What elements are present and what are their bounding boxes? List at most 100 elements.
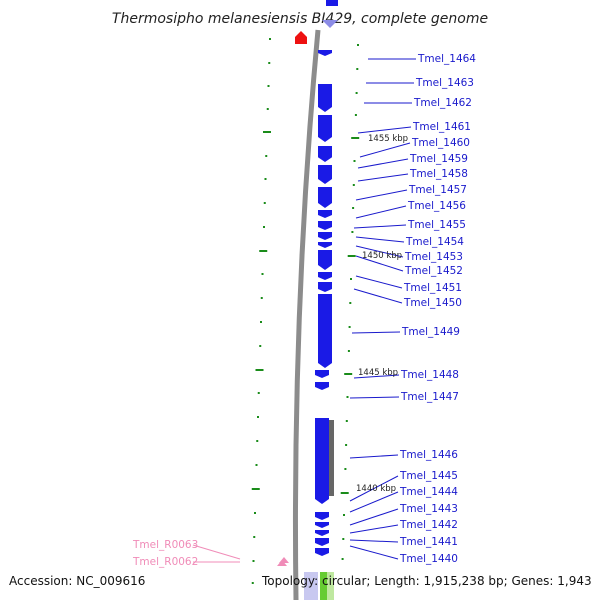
- leader-line: [353, 224, 407, 229]
- gene-arrow: [315, 530, 329, 536]
- leader-line: [357, 173, 409, 182]
- gene-arrow: [318, 187, 332, 208]
- gene-label[interactable]: Tmel_1458: [409, 168, 468, 180]
- scale-tick: [266, 108, 269, 110]
- genome-backbone: [292, 29, 321, 600]
- scale-tick: [254, 512, 256, 514]
- scale-tick: [348, 326, 351, 328]
- scale-tick: [347, 350, 350, 352]
- scale-tick: [264, 178, 267, 180]
- gene-labels: 1455 kbp 1450 kbp 1445 kbp 1440 kbp Tmel_146…: [132, 53, 476, 568]
- leader-line: [355, 245, 404, 258]
- gene-label[interactable]: Tmel_1457: [408, 184, 467, 196]
- scale-tick: [265, 155, 268, 157]
- kbp-tick-label: 1440 kbp: [356, 484, 396, 494]
- scale-tick: [342, 538, 345, 540]
- scale-tick: [260, 321, 262, 323]
- scale-tick: [251, 488, 260, 490]
- scale-tick: [341, 558, 344, 560]
- scale-tick: [350, 278, 352, 280]
- gene-label[interactable]: Tmel_1443: [399, 503, 458, 515]
- gene-label[interactable]: Tmel_1464: [417, 53, 476, 65]
- gene-label[interactable]: Tmel_1449: [401, 326, 460, 338]
- leader-line: [357, 158, 409, 169]
- rna-label[interactable]: Tmel_R0062: [132, 556, 198, 568]
- gene-label[interactable]: Tmel_1451: [403, 282, 462, 294]
- gene-arrow: [318, 272, 332, 280]
- gene-label[interactable]: Tmel_1453: [404, 251, 463, 263]
- scale-tick: [349, 302, 352, 304]
- leader-line: [355, 275, 403, 289]
- scale-tick: [351, 137, 360, 139]
- gene-arrow: [315, 548, 329, 556]
- scale-tick: [251, 582, 254, 584]
- gene-label[interactable]: Tmel_1450: [403, 297, 462, 309]
- scale-tick: [257, 416, 259, 418]
- gene-arrow: [315, 522, 329, 528]
- kbp-tick-label: 1450 kbp: [362, 251, 402, 261]
- gene-label[interactable]: Tmel_1452: [404, 265, 463, 277]
- gene-label[interactable]: Tmel_1459: [409, 153, 468, 165]
- gene-label[interactable]: Tmel_1460: [411, 137, 470, 149]
- topology-text: Topology: circular; Length: 1,915,238 bp…: [262, 574, 592, 588]
- leader-line: [353, 374, 400, 379]
- leader-line: [349, 396, 400, 399]
- gene-label[interactable]: Tmel_1462: [413, 97, 472, 109]
- gene-label[interactable]: Tmel_1448: [400, 369, 459, 381]
- scale-tick: [345, 420, 348, 422]
- bottom-block-green: [320, 572, 327, 600]
- gene-label[interactable]: Tmel_1440: [399, 553, 458, 565]
- gene-arrow: [318, 221, 332, 230]
- gene-arrow: [318, 210, 332, 218]
- leader-line: [349, 508, 399, 526]
- leader-line: [355, 189, 408, 201]
- gene-label[interactable]: Tmel_1444: [399, 486, 458, 498]
- leader-line: [355, 236, 405, 243]
- gene-label[interactable]: Tmel_1455: [407, 219, 466, 231]
- scale-tick: [351, 231, 354, 233]
- gene-track: [315, 50, 332, 556]
- scale-tick: [257, 392, 260, 394]
- gene-arrow: [315, 382, 329, 390]
- gene-label[interactable]: Tmel_1447: [400, 391, 459, 403]
- scale-tick: [353, 160, 356, 162]
- gene-label[interactable]: Tmel_1463: [415, 77, 474, 89]
- scale-tick: [347, 255, 356, 257]
- gene-label[interactable]: Tmel_1442: [399, 519, 458, 531]
- scale-tick: [253, 536, 256, 538]
- leader-line: [355, 255, 404, 272]
- label-leaders: [192, 58, 416, 563]
- scale-tick: [263, 131, 271, 133]
- gene-label[interactable]: Tmel_1441: [399, 536, 458, 548]
- scale-tick: [263, 202, 266, 204]
- bottom-block-lightgreen: [327, 572, 334, 600]
- gene-arrow: [315, 512, 329, 520]
- gene-arrow: [318, 250, 332, 270]
- gene-label[interactable]: Tmel_1445: [399, 470, 458, 482]
- scale-tick: [256, 440, 259, 442]
- scale-tick: [356, 68, 359, 70]
- scale-tick: [354, 114, 357, 116]
- leader-line: [353, 288, 403, 304]
- gene-arrow: [318, 232, 332, 240]
- leader-line: [349, 454, 399, 459]
- scale-tick: [352, 207, 355, 209]
- gene-label[interactable]: Tmel_1456: [407, 200, 466, 212]
- scale-tick: [261, 273, 264, 275]
- leader-line: [351, 331, 401, 334]
- gene-arrow: [318, 165, 332, 184]
- gene-arrow-top: [326, 0, 338, 6]
- scale-tick: [255, 369, 264, 371]
- gene-label[interactable]: Tmel_1446: [399, 449, 458, 461]
- leader-line: [357, 126, 412, 134]
- gene-label[interactable]: Tmel_1461: [412, 121, 471, 133]
- leader-line: [349, 539, 399, 543]
- rna-label[interactable]: Tmel_R0063: [132, 539, 198, 551]
- leader-line: [349, 524, 399, 534]
- gene-arrow: [318, 294, 332, 368]
- scale-tick: [259, 250, 268, 252]
- scale-tick: [255, 464, 258, 466]
- scale-tick: [259, 345, 262, 347]
- gene-arrow: [318, 50, 332, 56]
- gene-label[interactable]: Tmel_1454: [405, 236, 464, 248]
